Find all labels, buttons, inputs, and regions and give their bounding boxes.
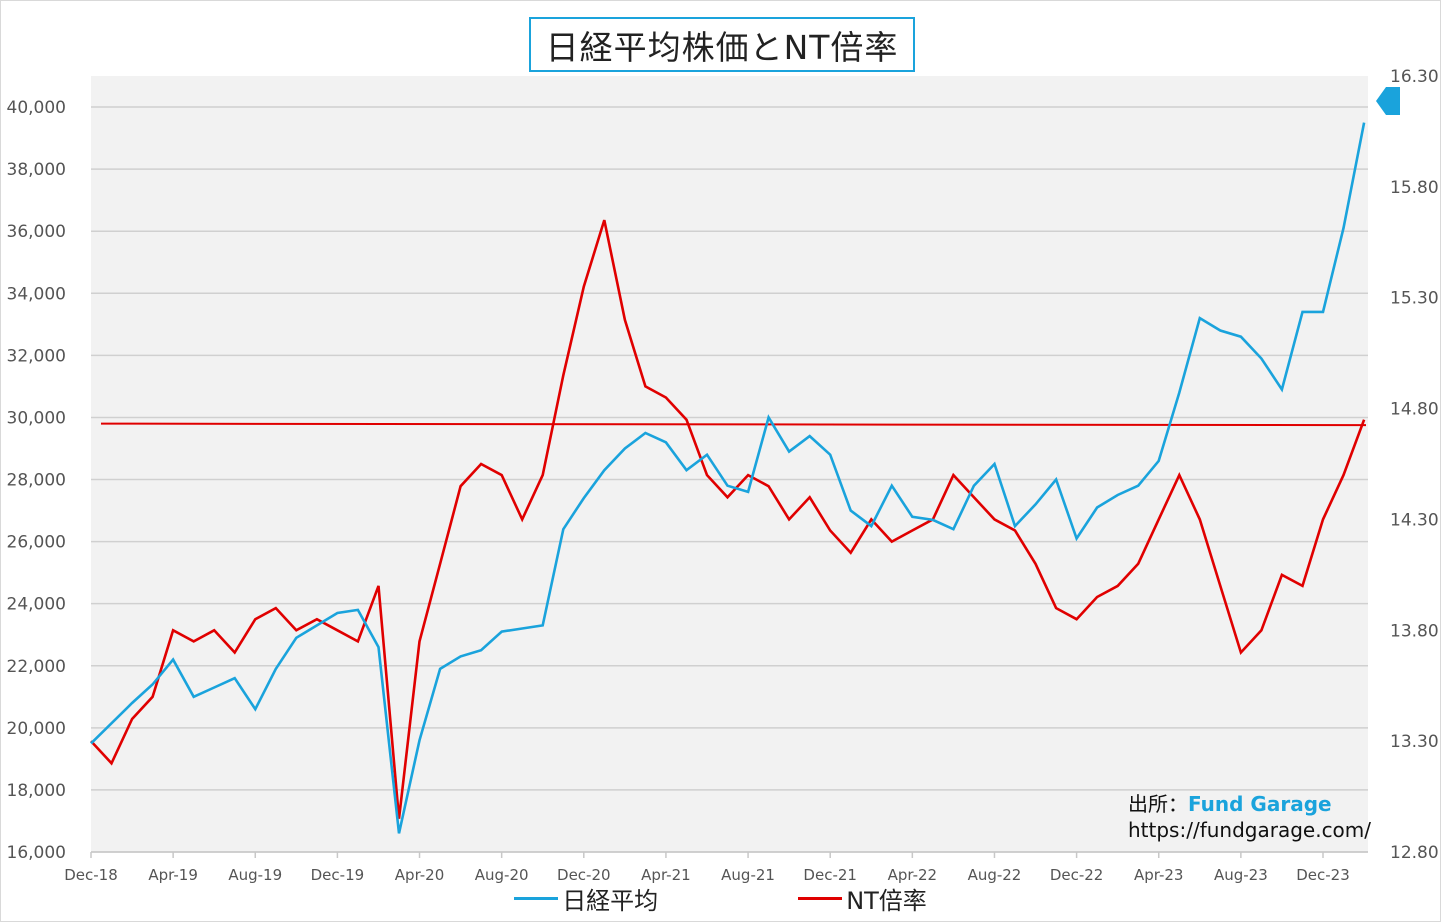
- x-tick-label: Dec-22: [1050, 866, 1104, 884]
- x-tick-label: Aug-23: [1214, 866, 1268, 884]
- x-tick-label: Dec-21: [803, 866, 857, 884]
- x-tick-label: Dec-23: [1296, 866, 1350, 884]
- x-tick-label: Dec-19: [311, 866, 365, 884]
- left-tick-label: 32,000: [7, 346, 66, 366]
- x-tick-label: Aug-21: [721, 866, 775, 884]
- x-tick-label: Dec-18: [64, 866, 118, 884]
- left-tick-label: 30,000: [7, 408, 66, 428]
- source-brand: Fund Garage: [1188, 792, 1332, 816]
- chart-title-text: 日経平均株価とNT倍率: [545, 27, 899, 67]
- legend-swatch-nikkei: [514, 896, 559, 900]
- left-tick-label: 24,000: [7, 595, 66, 615]
- left-tick-label: 38,000: [7, 160, 66, 180]
- right-tick-label: 15.30: [1390, 289, 1439, 309]
- x-tick-label: Apr-19: [148, 866, 198, 884]
- chart-title: 日経平均株価とNT倍率: [529, 17, 915, 72]
- left-tick-label: 40,000: [7, 98, 66, 118]
- legend-swatch-nt: [798, 896, 843, 900]
- right-tick-label: 13.80: [1390, 621, 1439, 641]
- blue-pointer-marker: [1376, 87, 1400, 115]
- legend-label-nikkei: 日経平均: [562, 886, 659, 915]
- x-tick-label: Aug-22: [968, 866, 1022, 884]
- nikkei-series-line: [90, 122, 1366, 834]
- left-tick-label: 18,000: [7, 781, 66, 801]
- x-tick-label: Apr-22: [888, 866, 938, 884]
- left-tick-label: 26,000: [7, 533, 66, 553]
- right-tick-label: 14.30: [1390, 510, 1439, 530]
- left-tick-label: 22,000: [7, 657, 66, 677]
- x-tick-label: Apr-23: [1134, 866, 1184, 884]
- left-axis-ticks: 16,000 18,000 20,000 22,000 24,000 26,000 28,0…: [7, 98, 66, 863]
- right-tick-label: 13.30: [1390, 732, 1439, 752]
- x-tick-label: Dec-20: [557, 866, 611, 884]
- right-axis-ticks: 12.80 13.30 13.80 14.30 14.80 15.30 15.80 16.30: [1390, 67, 1439, 863]
- left-tick-label: 16,000: [7, 843, 66, 863]
- x-tick-label: Aug-19: [228, 866, 282, 884]
- x-tick-label: Apr-21: [641, 866, 691, 884]
- x-tick-label: Apr-20: [395, 866, 445, 884]
- left-tick-label: 34,000: [7, 284, 66, 304]
- right-tick-label: 15.80: [1390, 178, 1439, 198]
- reference-line: [100, 422, 1367, 427]
- x-axis-ticks: Dec-18 Apr-19 Aug-19 Dec-19 Apr-20 Aug-20 Dec-…: [64, 851, 1368, 884]
- source-label: 出所：: [1128, 792, 1188, 816]
- nt-ratio-series-line: [90, 219, 1366, 819]
- source-url: https://fundgarage.com/: [1128, 818, 1372, 842]
- right-tick-label: 14.80: [1390, 400, 1439, 420]
- legend-item-nikkei: 日経平均: [514, 881, 658, 916]
- right-tick-label: 16.30: [1390, 67, 1439, 87]
- x-tick-label: Aug-20: [475, 866, 529, 884]
- plot-area: [91, 76, 1368, 852]
- legend-item-nt: NT倍率: [798, 881, 927, 916]
- source-credit: 出所：Fund Garage: [1128, 788, 1332, 817]
- left-tick-label: 36,000: [7, 222, 66, 242]
- legend: 日経平均 NT倍率: [0, 880, 1441, 916]
- left-tick-label: 28,000: [7, 471, 66, 491]
- legend-label-nt: NT倍率: [846, 886, 927, 915]
- right-tick-label: 12.80: [1390, 843, 1439, 863]
- left-tick-label: 20,000: [7, 719, 66, 739]
